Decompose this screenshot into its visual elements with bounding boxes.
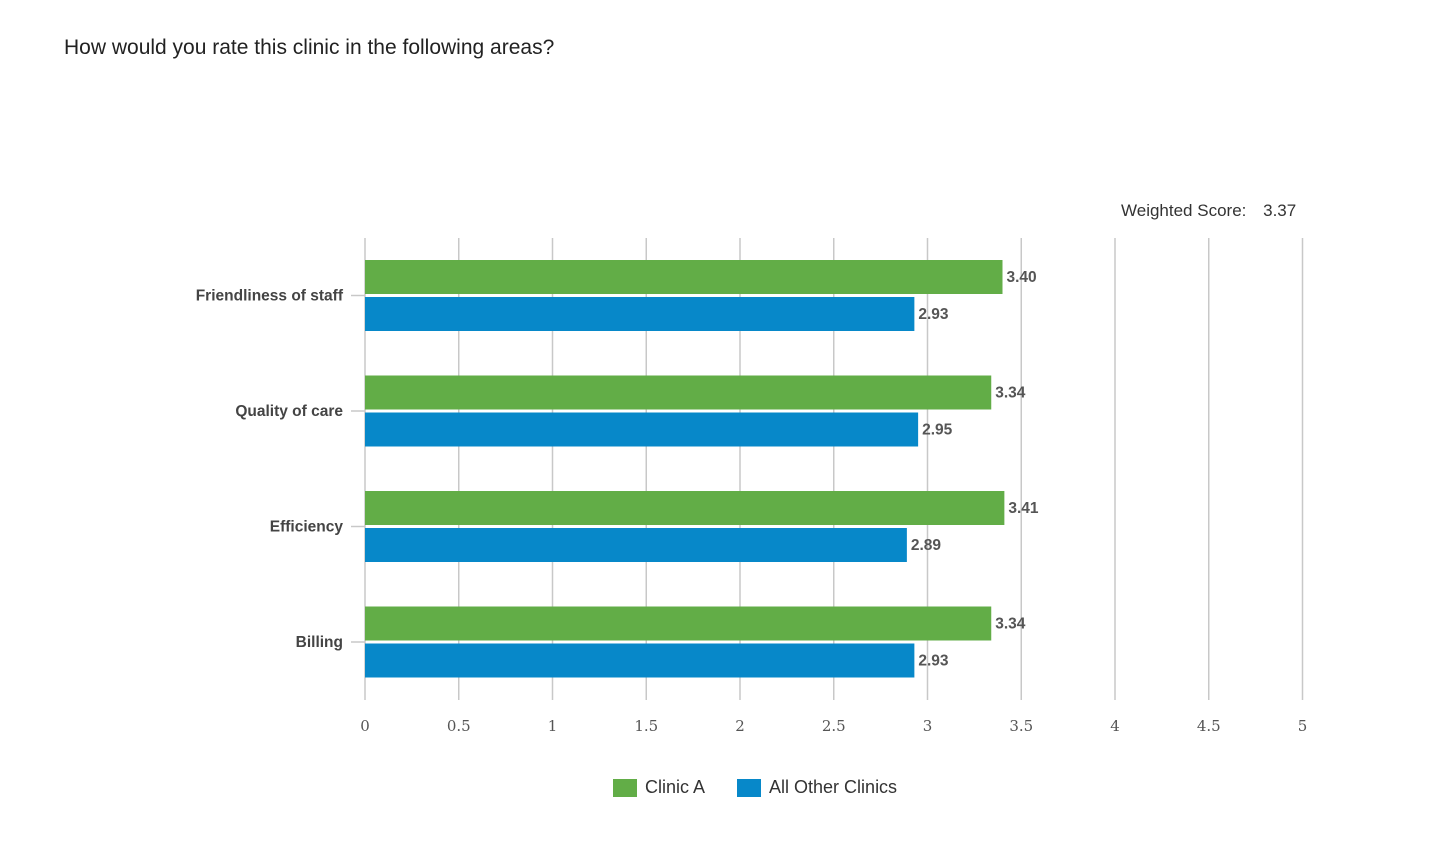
- data-label: 3.34: [995, 385, 1026, 402]
- data-labels: 3.40 2.93 3.34 2.95 3.41 2.89 3.34 2.93: [911, 269, 1039, 670]
- bar-all-other-clinics[interactable]: [365, 528, 907, 562]
- x-axis-ticks: 0 0.5 1 1.5 2 2.5 3 3.5 4 4.5 5: [360, 717, 1307, 735]
- data-label: 3.34: [995, 616, 1026, 633]
- category-label: Quality of care: [235, 403, 343, 420]
- x-tick-label: 0.5: [447, 717, 471, 735]
- x-tick-label: 0: [360, 717, 370, 735]
- x-tick-label: 3: [923, 717, 933, 735]
- category-label: Efficiency: [270, 519, 344, 536]
- weighted-score-value: 3.37: [1263, 201, 1297, 220]
- x-tick-label: 4.5: [1197, 717, 1221, 735]
- legend-label-all-other-clinics: All Other Clinics: [769, 777, 898, 797]
- legend-swatch-all-other-clinics: [737, 778, 762, 797]
- page-title: How would you rate this clinic in the fo…: [64, 36, 555, 59]
- weighted-score: Weighted Score: 3.37: [1121, 201, 1296, 221]
- data-label: 2.95: [922, 422, 953, 439]
- legend-swatch-clinic-a: [613, 778, 637, 797]
- legend-item-clinic-a[interactable]: Clinic A: [613, 777, 705, 798]
- legend: Clinic A All Other Clinics: [613, 777, 929, 798]
- category-label: Billing: [296, 634, 343, 651]
- bar-clinic-a[interactable]: [365, 260, 1003, 294]
- bar-clinic-a[interactable]: [365, 375, 992, 410]
- x-tick-label: 1: [548, 717, 558, 735]
- data-label: 3.41: [1008, 500, 1039, 517]
- data-label: 2.93: [918, 653, 949, 670]
- data-label: 2.93: [918, 306, 949, 323]
- bar-all-other-clinics[interactable]: [365, 412, 919, 447]
- legend-item-all-other-clinics[interactable]: All Other Clinics: [737, 777, 897, 798]
- x-tick-label: 2.5: [822, 717, 846, 735]
- x-tick-label: 2: [735, 717, 745, 735]
- data-label: 3.40: [1007, 269, 1037, 286]
- x-tick-label: 1.5: [634, 717, 658, 735]
- category-label: Friendliness of staff: [196, 288, 344, 305]
- x-tick-label: 4: [1110, 717, 1120, 735]
- y-axis-categories: Friendliness of staff Quality of care Effi…: [196, 288, 365, 651]
- bar-all-other-clinics[interactable]: [365, 297, 915, 331]
- bar-clinic-a[interactable]: [365, 606, 992, 641]
- legend-label-clinic-a: Clinic A: [645, 777, 706, 797]
- x-tick-label: 5: [1298, 717, 1308, 735]
- bar-all-other-clinics[interactable]: [365, 643, 915, 678]
- data-label: 2.89: [911, 537, 942, 554]
- bar-clinic-a[interactable]: [365, 491, 1005, 525]
- weighted-score-label: Weighted Score:: [1121, 201, 1247, 220]
- bars: [365, 260, 1005, 678]
- x-tick-label: 3.5: [1009, 717, 1033, 735]
